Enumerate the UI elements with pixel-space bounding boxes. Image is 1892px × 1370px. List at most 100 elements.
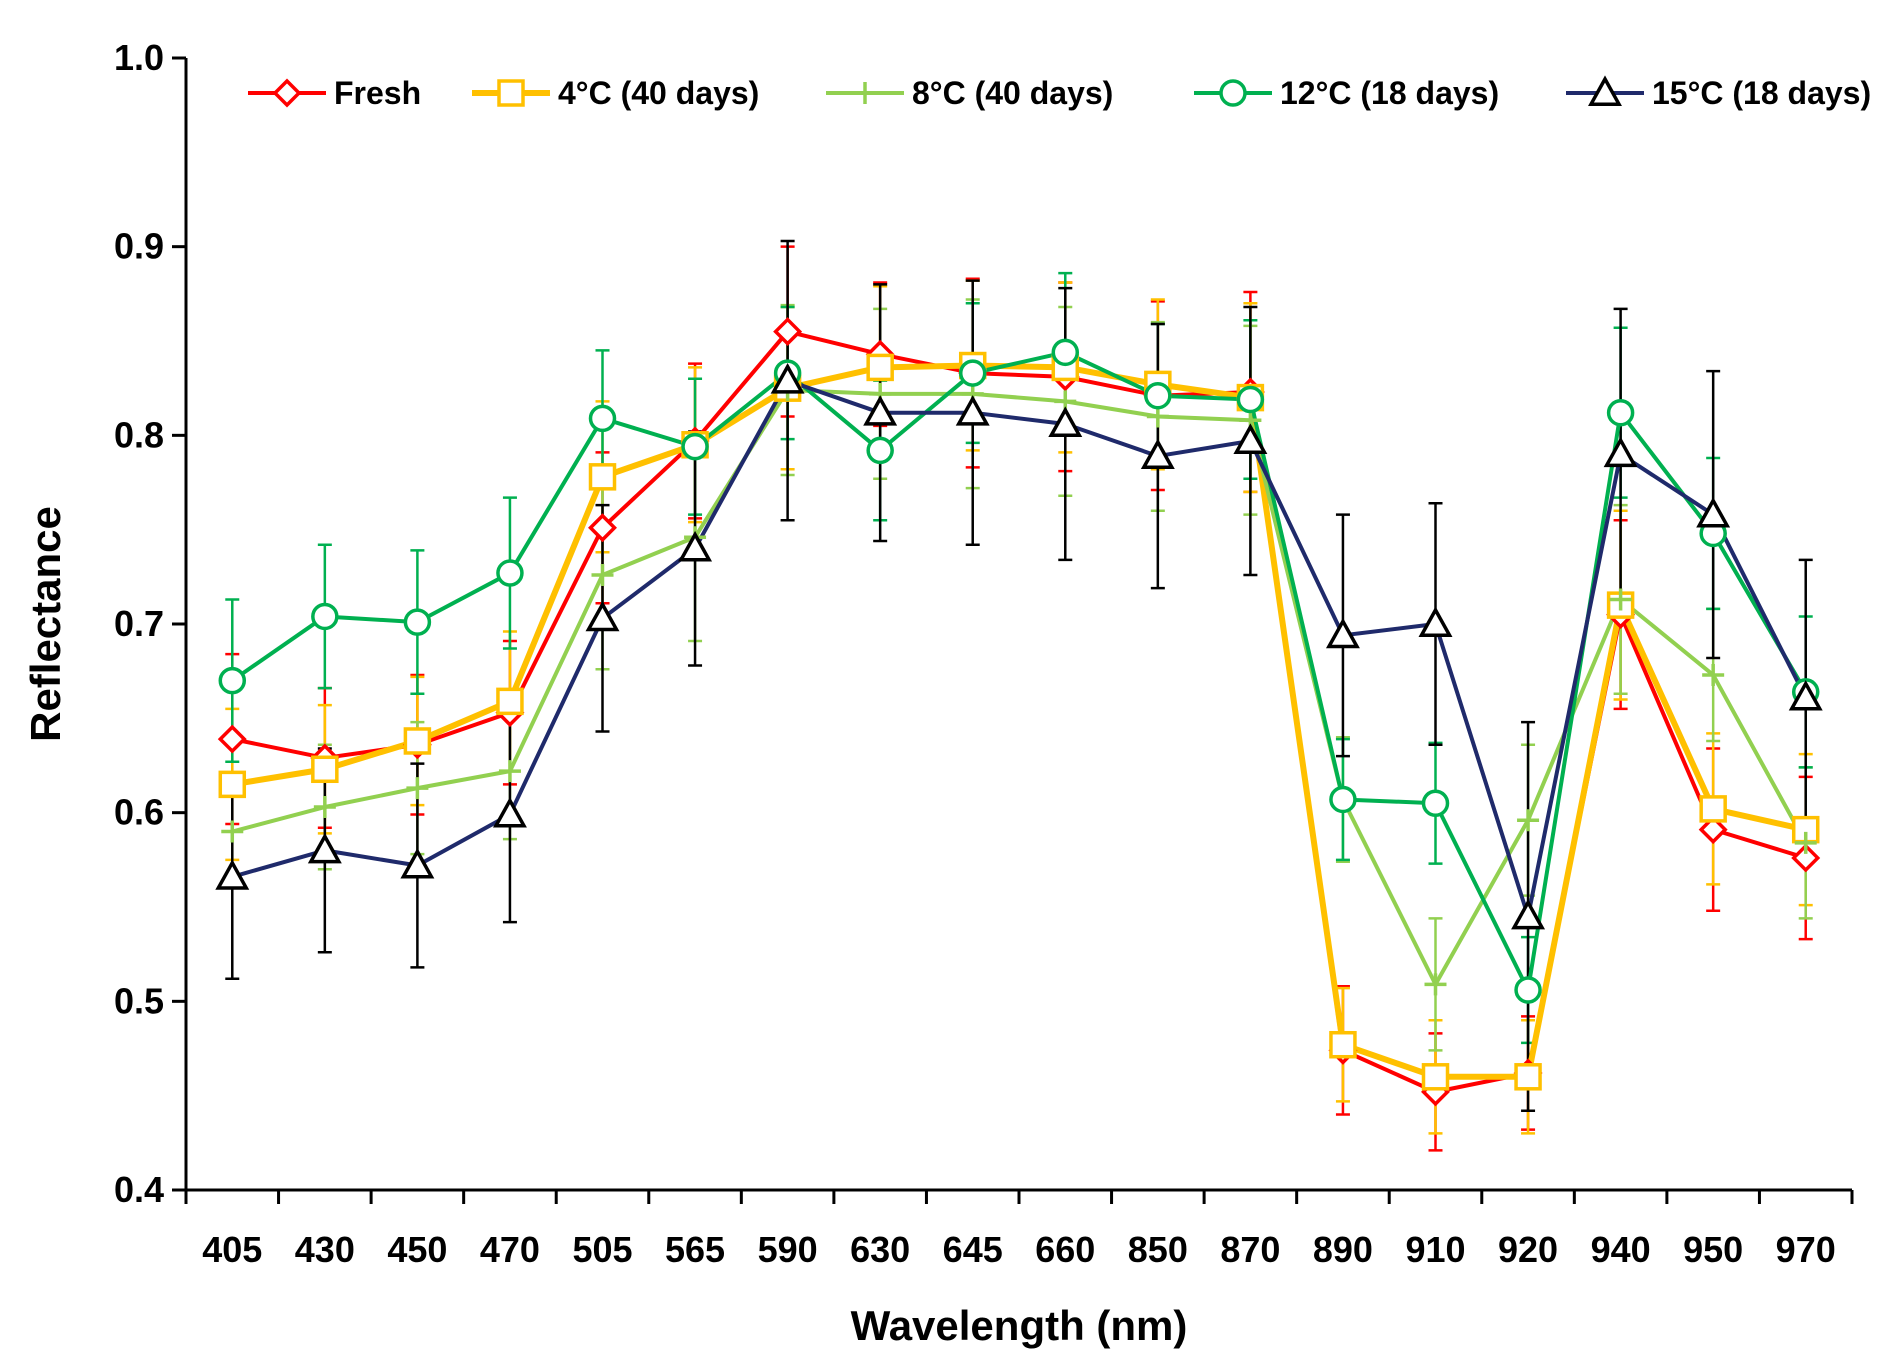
legend-item-1: 4°C (40 days)	[472, 75, 759, 111]
legend-item-4: 15°C (18 days)	[1566, 75, 1871, 111]
data-point	[1329, 1030, 1357, 1059]
x-tick-label: 660	[1035, 1229, 1095, 1270]
legend-marker	[854, 82, 876, 104]
x-tick-label: 970	[1776, 1229, 1836, 1270]
y-tick-label: 0.5	[114, 980, 164, 1021]
data-point	[588, 404, 617, 433]
data-point	[1051, 338, 1080, 367]
data-point	[1603, 436, 1638, 468]
data-point	[588, 513, 617, 543]
data-point	[496, 559, 524, 587]
data-point	[1421, 1063, 1450, 1091]
y-tick-label: 0.6	[114, 792, 164, 833]
data-point	[496, 687, 524, 716]
data-point	[588, 463, 617, 491]
series-line-3	[231, 350, 1808, 993]
x-tick-label: 470	[480, 1229, 540, 1270]
data-point	[1424, 973, 1447, 996]
x-axis-title: Wavelength (nm)	[851, 1302, 1188, 1349]
series-lines	[231, 329, 1808, 1094]
legend-item-2: 8°C (40 days)	[826, 75, 1113, 111]
data-point	[1788, 679, 1823, 711]
data-point	[1606, 398, 1635, 427]
x-tick-label: 430	[295, 1229, 355, 1270]
legend-marker	[497, 79, 525, 107]
data-point	[591, 563, 614, 586]
data-point	[218, 770, 247, 799]
data-point	[400, 847, 435, 879]
data-point	[218, 666, 247, 695]
data-point	[313, 796, 336, 819]
legend-item-0: Fresh	[248, 75, 421, 111]
y-tick-label: 0.4	[114, 1169, 164, 1210]
y-tick-label: 1.0	[114, 37, 164, 78]
y-tick-label: 0.9	[114, 226, 164, 267]
x-tick-label: 910	[1405, 1229, 1465, 1270]
data-point	[1144, 381, 1172, 410]
data-point	[307, 832, 342, 864]
data-point	[1140, 438, 1175, 470]
data-point	[1791, 843, 1821, 873]
data-point	[1421, 789, 1450, 817]
y-tick-label: 0.7	[114, 603, 164, 644]
data-point	[403, 727, 432, 755]
legend-label: 4°C (40 days)	[558, 75, 759, 111]
data-point	[1048, 406, 1083, 437]
x-tick-label: 565	[665, 1229, 725, 1270]
legend: Fresh 4°C (40 days) 8°C (40 days) 12°C (18 …	[248, 75, 1871, 111]
y-tick-label: 0.8	[114, 414, 164, 455]
data-point	[311, 602, 339, 631]
x-tick-label: 850	[1128, 1229, 1188, 1270]
data-point	[770, 363, 805, 394]
legend-marker	[1588, 75, 1622, 106]
legend-label: 8°C (40 days)	[912, 75, 1113, 111]
data-point	[1696, 496, 1731, 528]
data-point	[406, 777, 429, 800]
data-point	[492, 796, 527, 828]
data-point	[1702, 663, 1725, 686]
data-point	[1511, 898, 1546, 930]
data-point	[585, 600, 620, 632]
data-point	[1514, 1063, 1542, 1091]
data-point	[1698, 815, 1728, 845]
data-point	[311, 755, 339, 784]
data-point	[1233, 423, 1268, 454]
legend-label: 15°C (18 days)	[1652, 75, 1871, 111]
data-point	[498, 760, 521, 783]
data-point	[863, 395, 898, 426]
data-point	[215, 859, 250, 890]
data-point	[958, 359, 987, 387]
x-tick-label: 940	[1591, 1229, 1651, 1270]
x-tick-label: 645	[943, 1229, 1003, 1270]
series-line-4	[231, 378, 1808, 919]
data-point	[866, 353, 894, 382]
x-tick-label: 870	[1220, 1229, 1280, 1270]
legend-label: Fresh	[334, 75, 421, 111]
data-point	[221, 820, 244, 843]
data-point	[217, 724, 247, 754]
data-point	[681, 432, 709, 461]
x-tick-label: 890	[1313, 1229, 1373, 1270]
data-point	[1517, 809, 1540, 832]
data-point	[955, 395, 990, 426]
series-line-2	[231, 388, 1808, 987]
axes	[184, 58, 1852, 1192]
series-markers	[215, 317, 1823, 1107]
y-axis-title: Reflectance	[22, 506, 69, 742]
x-tick-label: 450	[387, 1229, 447, 1270]
x-tick-label: 405	[202, 1229, 262, 1270]
data-point	[1609, 588, 1632, 611]
x-tick-label: 590	[758, 1229, 818, 1270]
data-point	[1794, 831, 1817, 854]
data-point	[1514, 976, 1542, 1004]
x-tick-label: 505	[572, 1229, 632, 1270]
y-ticks: 0.4 0.5 0.6 0.7 0.8 0.9 1.0	[114, 37, 186, 1210]
x-tick-label: 920	[1498, 1229, 1558, 1270]
legend-marker	[272, 78, 302, 108]
data-point	[403, 608, 432, 636]
x-tick-label: 630	[850, 1229, 910, 1270]
legend-marker	[1219, 79, 1247, 107]
data-point	[773, 317, 803, 347]
x-tick-label: 950	[1683, 1229, 1743, 1270]
